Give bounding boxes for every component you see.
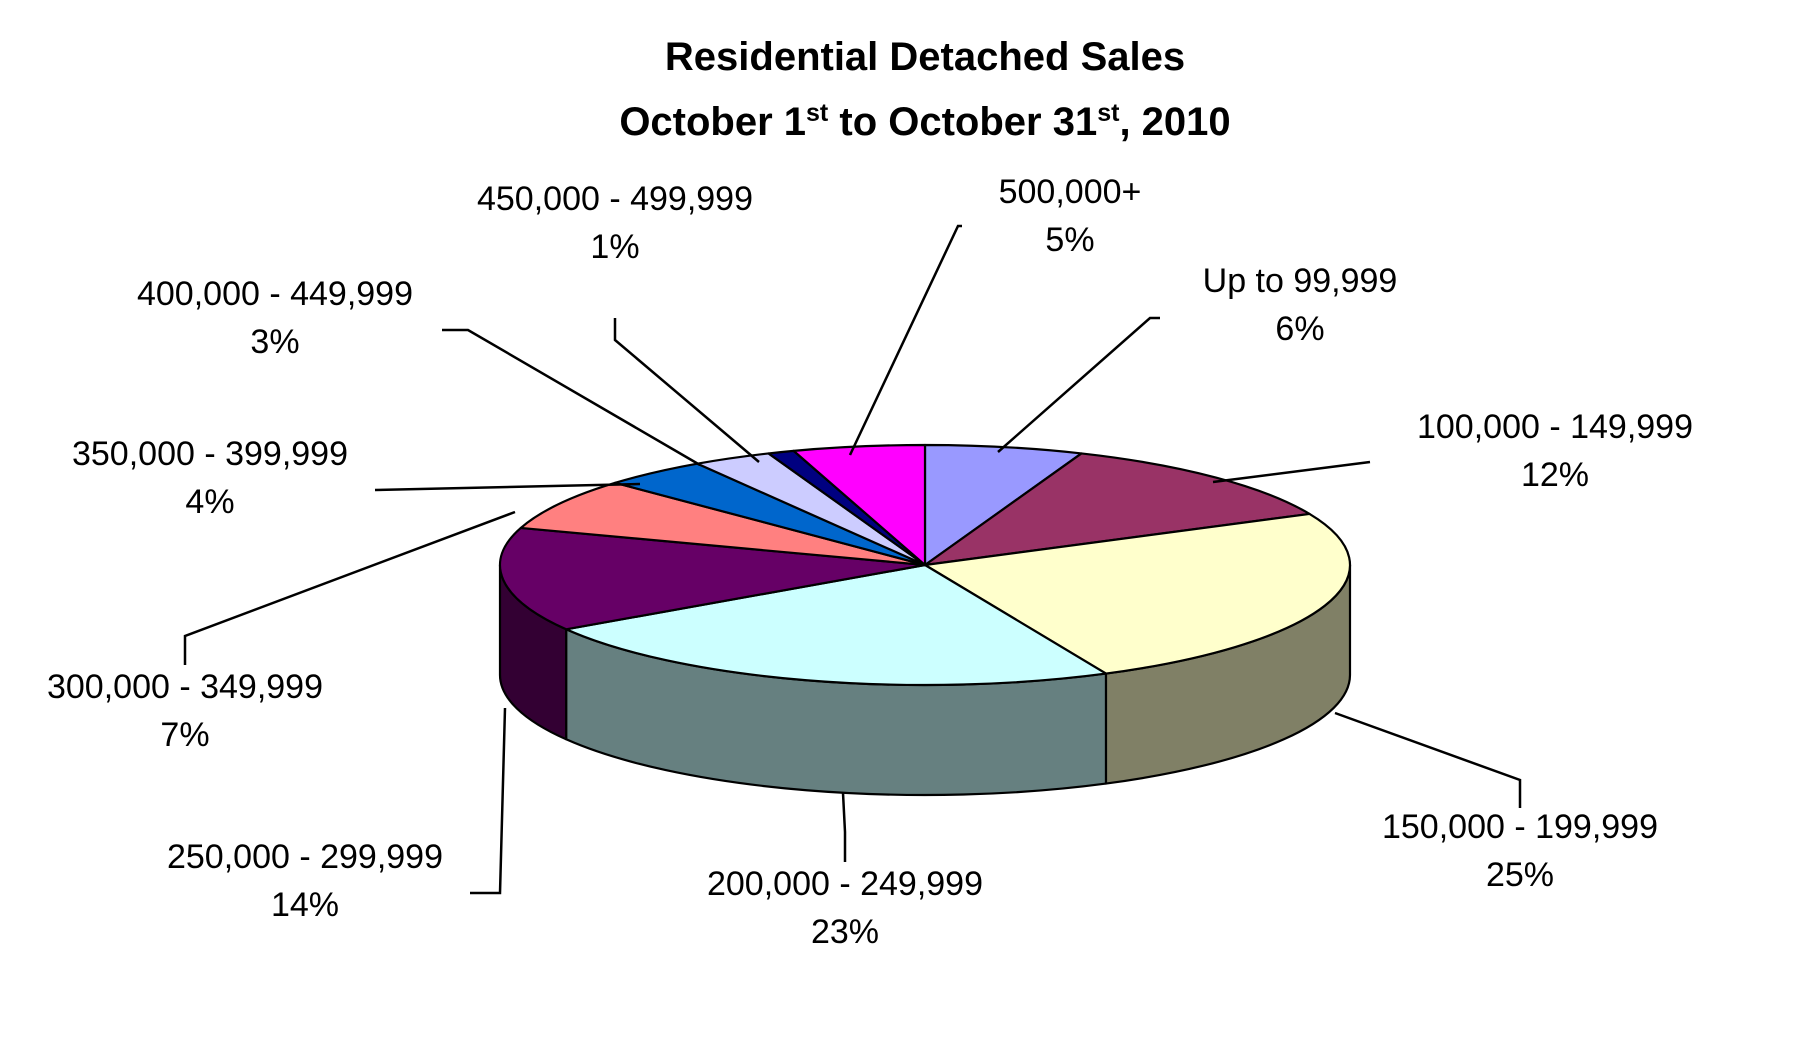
pie-slice-9[interactable] [792,443,927,567]
leader-line-6 [374,482,641,492]
slice-label-7: 400,000 - 449,999 [137,275,413,313]
slice-label-5: 300,000 - 349,999 [47,668,323,706]
leader-line-3 [841,792,847,862]
slice-label-8: 450,000 - 499,999 [477,180,753,218]
slice-labels: Up to 99,999 6% 100,000 - 149,999 12% 150,00… [47,173,1693,951]
slice-label-1: 100,000 - 149,999 [1417,408,1693,446]
slice-label-9: 500,000+ [999,173,1142,211]
pie-slice-2[interactable] [923,512,1352,675]
leader-line-0 [997,316,1160,453]
slice-value-label-3: 23% [811,913,879,951]
leader-line-4 [470,707,507,895]
leader-line-2 [1334,711,1522,808]
slice-value-label-5: 7% [160,716,209,754]
chart-title-line-1: Residential Detached Sales [665,35,1185,79]
slice-label-2: 150,000 - 199,999 [1382,808,1658,846]
leader-line-5 [183,510,516,665]
slice-value-label-9: 5% [1045,221,1094,259]
slice-value-label-0: 6% [1275,310,1324,348]
leader-line-9 [848,224,962,456]
slice-value-label-7: 3% [250,323,299,361]
pie-slice-4[interactable] [498,526,927,631]
slice-label-0: Up to 99,999 [1203,262,1398,300]
slice-label-6: 350,000 - 399,999 [72,435,348,473]
pie-slice-3[interactable] [565,563,1108,687]
slice-value-label-4: 14% [271,886,339,924]
slice-value-label-6: 4% [185,483,234,521]
slice-value-label-1: 12% [1521,456,1589,494]
leader-line-8 [613,318,760,463]
leader-lines [183,224,1522,895]
slice-value-label-8: 1% [590,228,639,266]
slice-value-label-2: 25% [1486,856,1554,894]
slice-label-4: 250,000 - 299,999 [167,838,443,876]
chart-title: Residential Detached Sales October 1st to… [619,35,1230,144]
leader-line-1 [1212,460,1371,484]
slice-label-3: 200,000 - 249,999 [707,865,983,903]
leader-line-7 [442,328,701,467]
pie-sides [498,563,1352,797]
chart-title-line-2: October 1st to October 31st, 2010 [619,99,1230,144]
